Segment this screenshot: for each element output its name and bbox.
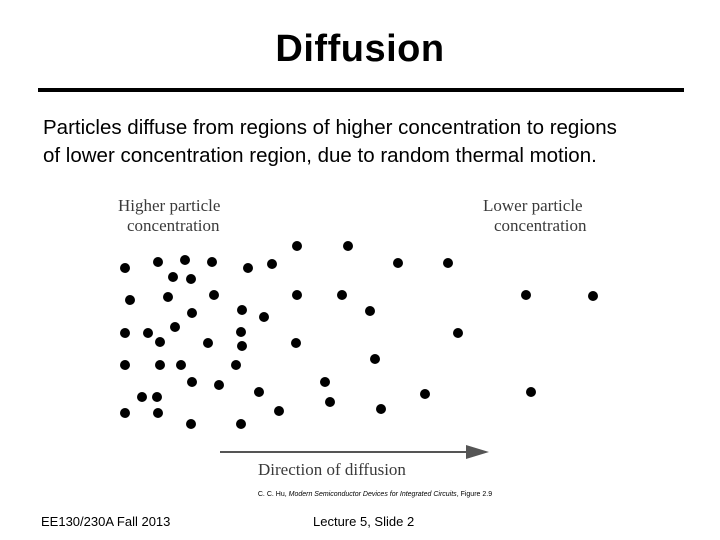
- particle: [443, 258, 453, 268]
- caption-author: C. C. Hu,: [257, 491, 289, 498]
- label-higher-line-1: Higher particle: [118, 196, 220, 215]
- particle: [320, 377, 330, 387]
- particle: [393, 258, 403, 268]
- particle: [163, 292, 173, 302]
- particle: [120, 328, 130, 338]
- particle: [153, 257, 163, 267]
- diffusion-diagram: Higher particle concentration Lower part…: [118, 196, 598, 479]
- particle: [170, 322, 180, 332]
- particle: [120, 408, 130, 418]
- particle: [274, 406, 284, 416]
- particle: [155, 337, 165, 347]
- particle: [259, 312, 269, 322]
- particle: [231, 360, 241, 370]
- particle: [203, 338, 213, 348]
- particle: [187, 377, 197, 387]
- particle: [453, 328, 463, 338]
- figure-caption: C. C. Hu, Modern Semiconductor Devices f…: [0, 491, 720, 498]
- particle: [376, 404, 386, 414]
- particle: [254, 387, 264, 397]
- particle: [337, 290, 347, 300]
- particle: [180, 255, 190, 265]
- particle: [120, 263, 130, 273]
- particle: [325, 397, 335, 407]
- label-lower-line-2: concentration: [494, 216, 587, 235]
- particle: [292, 241, 302, 251]
- particle: [176, 360, 186, 370]
- footer-slide-number: Lecture 5, Slide 2: [313, 514, 415, 529]
- caption-figure-number: , Figure 2.9: [456, 491, 493, 498]
- particle: [187, 308, 197, 318]
- particle: [588, 291, 598, 301]
- particle: [207, 257, 217, 267]
- particle: [214, 380, 224, 390]
- particle: [292, 290, 302, 300]
- particle: [237, 341, 247, 351]
- particle: [155, 360, 165, 370]
- caption-book: Modern Semiconductor Devices for Integra…: [288, 491, 457, 498]
- particle: [343, 241, 353, 251]
- particle: [243, 263, 253, 273]
- particle: [291, 338, 301, 348]
- particle: [186, 419, 196, 429]
- diffusion-arrow-head: [466, 445, 489, 459]
- body-line-1: Particles diffuse from regions of higher…: [43, 116, 617, 139]
- particle: [365, 306, 375, 316]
- particle: [521, 290, 531, 300]
- arrow-label: Direction of diffusion: [258, 460, 406, 479]
- particle: [420, 389, 430, 399]
- particle: [125, 295, 135, 305]
- particle: [236, 327, 246, 337]
- particles: [120, 241, 598, 429]
- particle: [526, 387, 536, 397]
- title-divider: [38, 88, 684, 92]
- label-higher-line-2: concentration: [127, 216, 220, 235]
- particle: [120, 360, 130, 370]
- body-line-2: of lower concentration region, due to ra…: [43, 144, 597, 167]
- label-lower-line-1: Lower particle: [483, 196, 583, 215]
- particle: [186, 274, 196, 284]
- body-text: Particles diffuse from regions of higher…: [43, 114, 683, 170]
- footer-course: EE130/230A Fall 2013: [41, 514, 171, 529]
- particle: [209, 290, 219, 300]
- particle: [153, 408, 163, 418]
- particle: [143, 328, 153, 338]
- slide-title: Diffusion: [275, 28, 445, 70]
- particle: [237, 305, 247, 315]
- particle: [236, 419, 246, 429]
- particle: [137, 392, 147, 402]
- particle: [168, 272, 178, 282]
- diffusion-figure: Higher particle concentration Lower part…: [0, 180, 720, 510]
- particle: [152, 392, 162, 402]
- particle: [267, 259, 277, 269]
- particle: [370, 354, 380, 364]
